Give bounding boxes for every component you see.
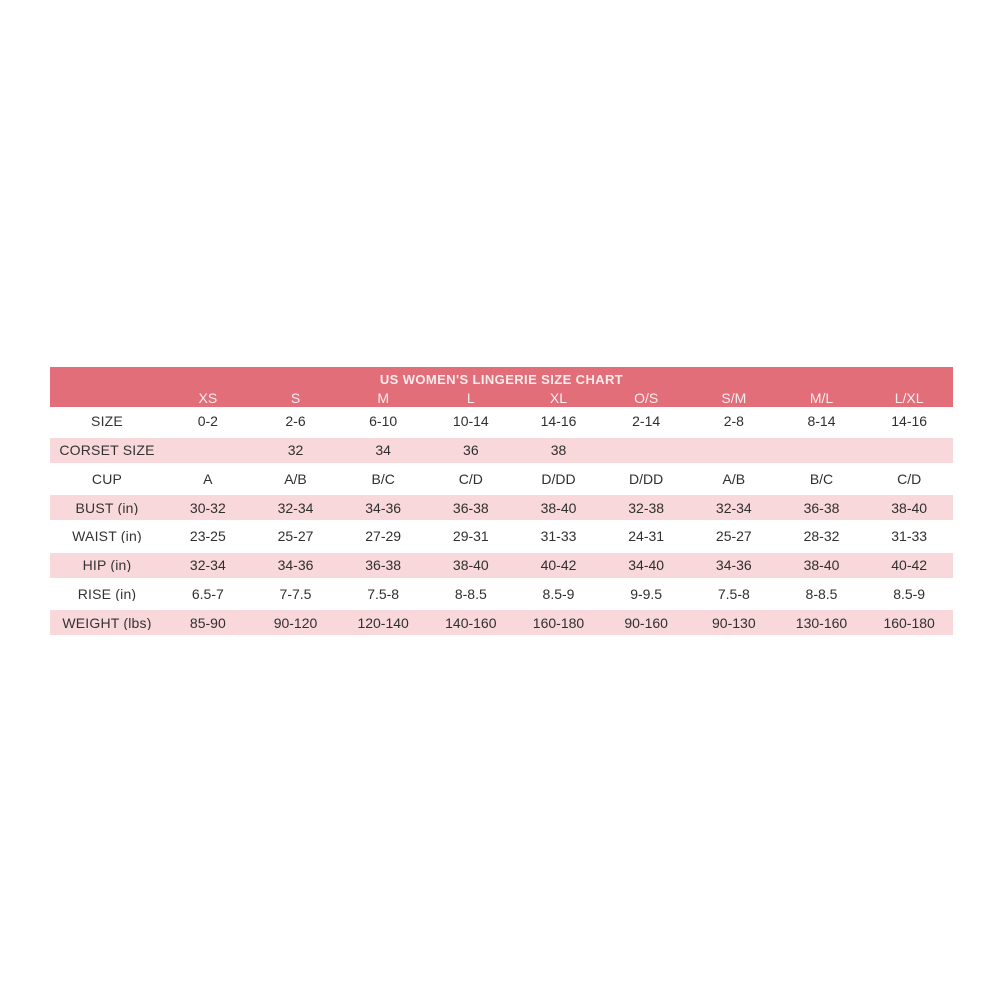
table-row: WAIST (in) 23-25 25-27 27-29 29-31 31-33 24-31… xyxy=(50,522,953,551)
cell-value: 6-10 xyxy=(369,414,398,429)
row-label: RISE (in) xyxy=(77,586,137,601)
cell-value: 7-7.5 xyxy=(279,586,312,601)
cell-value: 85-90 xyxy=(189,615,226,630)
size-chart-table: US WOMEN'S LINGERIE SIZE CHART XS S M L XL O/… xyxy=(50,367,953,637)
cell-value: 36-38 xyxy=(365,558,402,573)
cell-value: 38-40 xyxy=(891,500,928,515)
cell-value: 34-40 xyxy=(628,558,665,573)
cell-value: B/C xyxy=(809,471,834,486)
cell-value: 32-34 xyxy=(715,500,752,515)
cell-value: 8-8.5 xyxy=(805,586,838,601)
cell-value: 90-130 xyxy=(712,615,756,630)
cell-value: 34-36 xyxy=(277,558,314,573)
cell-value: 160-180 xyxy=(532,615,585,630)
cell-value: 8-8.5 xyxy=(454,586,487,601)
column-header: O/S xyxy=(634,391,659,405)
cell-value: 130-160 xyxy=(795,615,848,630)
table-body: SIZE 0-2 2-6 6-10 10-14 14-16 2-14 2-8 8-14 14-16… xyxy=(50,407,953,637)
cell-value: 8.5-9 xyxy=(893,586,926,601)
row-label: WEIGHT (lbs) xyxy=(62,615,152,630)
cell-value: 14-16 xyxy=(891,414,928,429)
cell-value: 34 xyxy=(375,443,391,458)
cell-value: 38-40 xyxy=(452,558,489,573)
table-row: SIZE 0-2 2-6 6-10 10-14 14-16 2-14 2-8 8-14 14-16 xyxy=(50,407,953,436)
column-header: L xyxy=(466,391,475,405)
cell-value: 25-27 xyxy=(715,529,752,544)
column-header: S/M xyxy=(721,391,747,405)
row-label: HIP (in) xyxy=(82,558,132,573)
cell-value: 0-2 xyxy=(197,414,218,429)
table-title: US WOMEN'S LINGERIE SIZE CHART xyxy=(379,372,624,387)
cell-value: B/C xyxy=(371,471,395,486)
cell-value: 2-6 xyxy=(285,414,306,429)
cell-value: 31-33 xyxy=(891,529,928,544)
cell-value: A xyxy=(203,471,213,486)
row-label: SIZE xyxy=(91,414,123,429)
table-row: WEIGHT (lbs) 85-90 90-120 120-140 140-160 160… xyxy=(50,608,953,637)
cell-value: 14-16 xyxy=(540,414,577,429)
cell-value: 34-36 xyxy=(715,558,752,573)
cell-value: 38 xyxy=(550,443,567,458)
column-header: M xyxy=(377,391,389,405)
cell-value: 30-32 xyxy=(189,500,226,515)
cell-value: 9-9.5 xyxy=(630,586,663,601)
cell-value: 8.5-9 xyxy=(542,586,575,601)
table-header: US WOMEN'S LINGERIE SIZE CHART XS S M L XL O/… xyxy=(50,367,953,407)
cell-value: C/D xyxy=(897,471,922,486)
cell-value: 6.5-7 xyxy=(191,586,224,601)
cell-value: 38-40 xyxy=(803,558,840,573)
column-header: L/XL xyxy=(894,391,924,405)
cell-value: 36-38 xyxy=(803,500,840,515)
cell-value: 160-180 xyxy=(883,615,935,630)
cell-value: 140-160 xyxy=(445,615,497,630)
cell-value: 36 xyxy=(463,443,479,458)
table-row: CORSET SIZE 32 34 36 38 xyxy=(50,435,953,465)
row-label: BUST (in) xyxy=(75,500,139,515)
cell-value: 2-14 xyxy=(632,414,661,429)
table-row: HIP (in) 32-34 34-36 36-38 38-40 40-42 34-40 34… xyxy=(50,550,953,580)
cell-value: 32-34 xyxy=(189,558,226,573)
column-header: XS xyxy=(198,391,218,405)
cell-value: A/B xyxy=(284,471,307,486)
cell-value: C/D xyxy=(458,471,483,486)
cell-value: 2-8 xyxy=(723,414,744,429)
cell-value: 32-38 xyxy=(628,500,665,515)
cell-value: 90-120 xyxy=(273,615,318,630)
table-row: BUST (in) 30-32 32-34 34-36 36-38 38-40 32-38 3… xyxy=(50,493,953,522)
row-label: CUP xyxy=(91,471,123,486)
cell-value: 90-160 xyxy=(624,615,668,630)
cell-value: 29-31 xyxy=(452,529,489,544)
column-header-row: XS S M L XL O/S S/M M/L L/XL xyxy=(50,389,953,407)
cell-value: 8-14 xyxy=(807,414,836,429)
column-header: M/L xyxy=(809,391,834,405)
cell-value: D/DD xyxy=(541,471,576,486)
cell-value: 10-14 xyxy=(452,414,489,429)
cell-value: 120-140 xyxy=(357,615,409,630)
cell-value: 31-33 xyxy=(540,529,577,544)
cell-value: 40-42 xyxy=(891,558,928,573)
cell-value: 7.5-8 xyxy=(717,586,750,601)
cell-value: 7.5-8 xyxy=(367,586,400,601)
cell-value: 38-40 xyxy=(540,500,577,515)
row-label: WAIST (in) xyxy=(72,529,142,544)
cell-value: 40-42 xyxy=(540,558,577,573)
cell-value: 27-29 xyxy=(365,529,402,544)
cell-value: 36-38 xyxy=(452,500,489,515)
cell-value: 32-34 xyxy=(277,500,314,515)
cell-value: 28-32 xyxy=(803,529,840,544)
cell-value: 23-25 xyxy=(189,529,226,544)
cell-value: 24-31 xyxy=(628,529,665,544)
table-row: RISE (in) 6.5-7 7-7.5 7.5-8 8-8.5 8.5-9 9-9.5 7… xyxy=(50,579,953,609)
table-row: CUP A A/B B/C C/D D/DD D/DD A/B B/C C/D xyxy=(50,464,953,494)
cell-value: D/DD xyxy=(629,471,664,486)
cell-value: 25-27 xyxy=(277,529,314,544)
row-label: CORSET SIZE xyxy=(59,443,155,458)
cell-value: A/B xyxy=(722,471,746,486)
column-header: S xyxy=(290,391,301,405)
column-header: XL xyxy=(549,391,568,405)
cell-value: 32 xyxy=(287,443,304,458)
cell-value: 34-36 xyxy=(365,500,402,515)
